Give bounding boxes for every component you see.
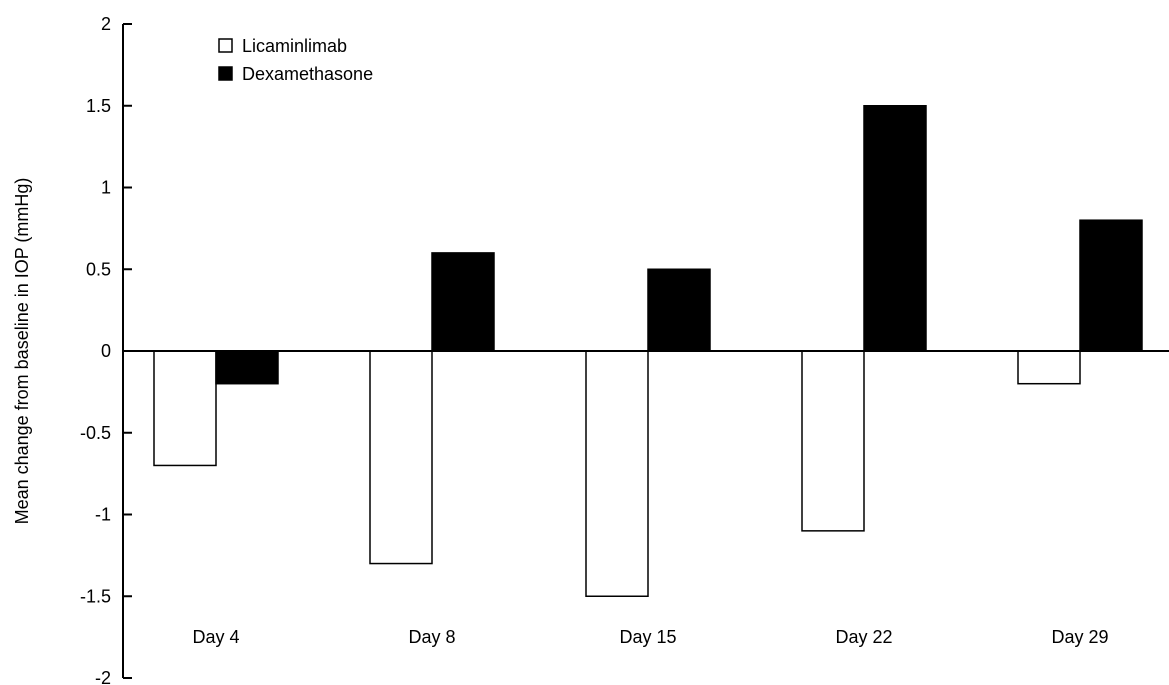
legend-label-dexamethasone: Dexamethasone (242, 64, 373, 84)
y-tick-label: 1.5 (86, 96, 111, 116)
bar-licaminlimab-day-22 (801, 350, 865, 532)
legend: Licaminlimab Dexamethasone (218, 36, 373, 84)
bar-licaminlimab-day-4 (153, 350, 217, 467)
category-label: Day 29 (1051, 627, 1108, 647)
bar-dexamethasone-day-15 (647, 268, 711, 352)
y-tick-label: 2 (101, 14, 111, 34)
legend-swatch-dexamethasone (218, 66, 233, 81)
category-labels: Day 4 Day 8 Day 15 Day 22 Day 29 (192, 627, 1108, 647)
category-label: Day 8 (408, 627, 455, 647)
category-label: Day 4 (192, 627, 239, 647)
bar-dexamethasone-day-8 (431, 252, 495, 352)
y-tick-label: 0.5 (86, 259, 111, 279)
category-label: Day 15 (619, 627, 676, 647)
y-tick-label: -1.5 (80, 586, 111, 606)
y-axis-title: Mean change from baseline in IOP (mmHg) (12, 178, 32, 525)
y-tick-label: 0 (101, 341, 111, 361)
bar-dexamethasone-day-22 (863, 105, 927, 352)
legend-label-licaminlimab: Licaminlimab (242, 36, 347, 56)
bar-dexamethasone-day-29 (1079, 219, 1143, 352)
bar-dexamethasone-day-4 (215, 350, 279, 385)
y-tick-label: 1 (101, 178, 111, 198)
bar-licaminlimab-day-8 (369, 350, 433, 565)
bar-licaminlimab-day-15 (585, 350, 649, 597)
y-axis: 2 1.5 1 0.5 0 -0.5 -1 -1.5 -2 (80, 14, 132, 685)
bars (153, 105, 1143, 597)
y-tick-label: -1 (95, 505, 111, 525)
category-label: Day 22 (835, 627, 892, 647)
y-tick-label: -2 (95, 668, 111, 685)
y-tick-label: -0.5 (80, 423, 111, 443)
legend-swatch-licaminlimab (218, 38, 233, 53)
bar-licaminlimab-day-29 (1017, 350, 1081, 385)
